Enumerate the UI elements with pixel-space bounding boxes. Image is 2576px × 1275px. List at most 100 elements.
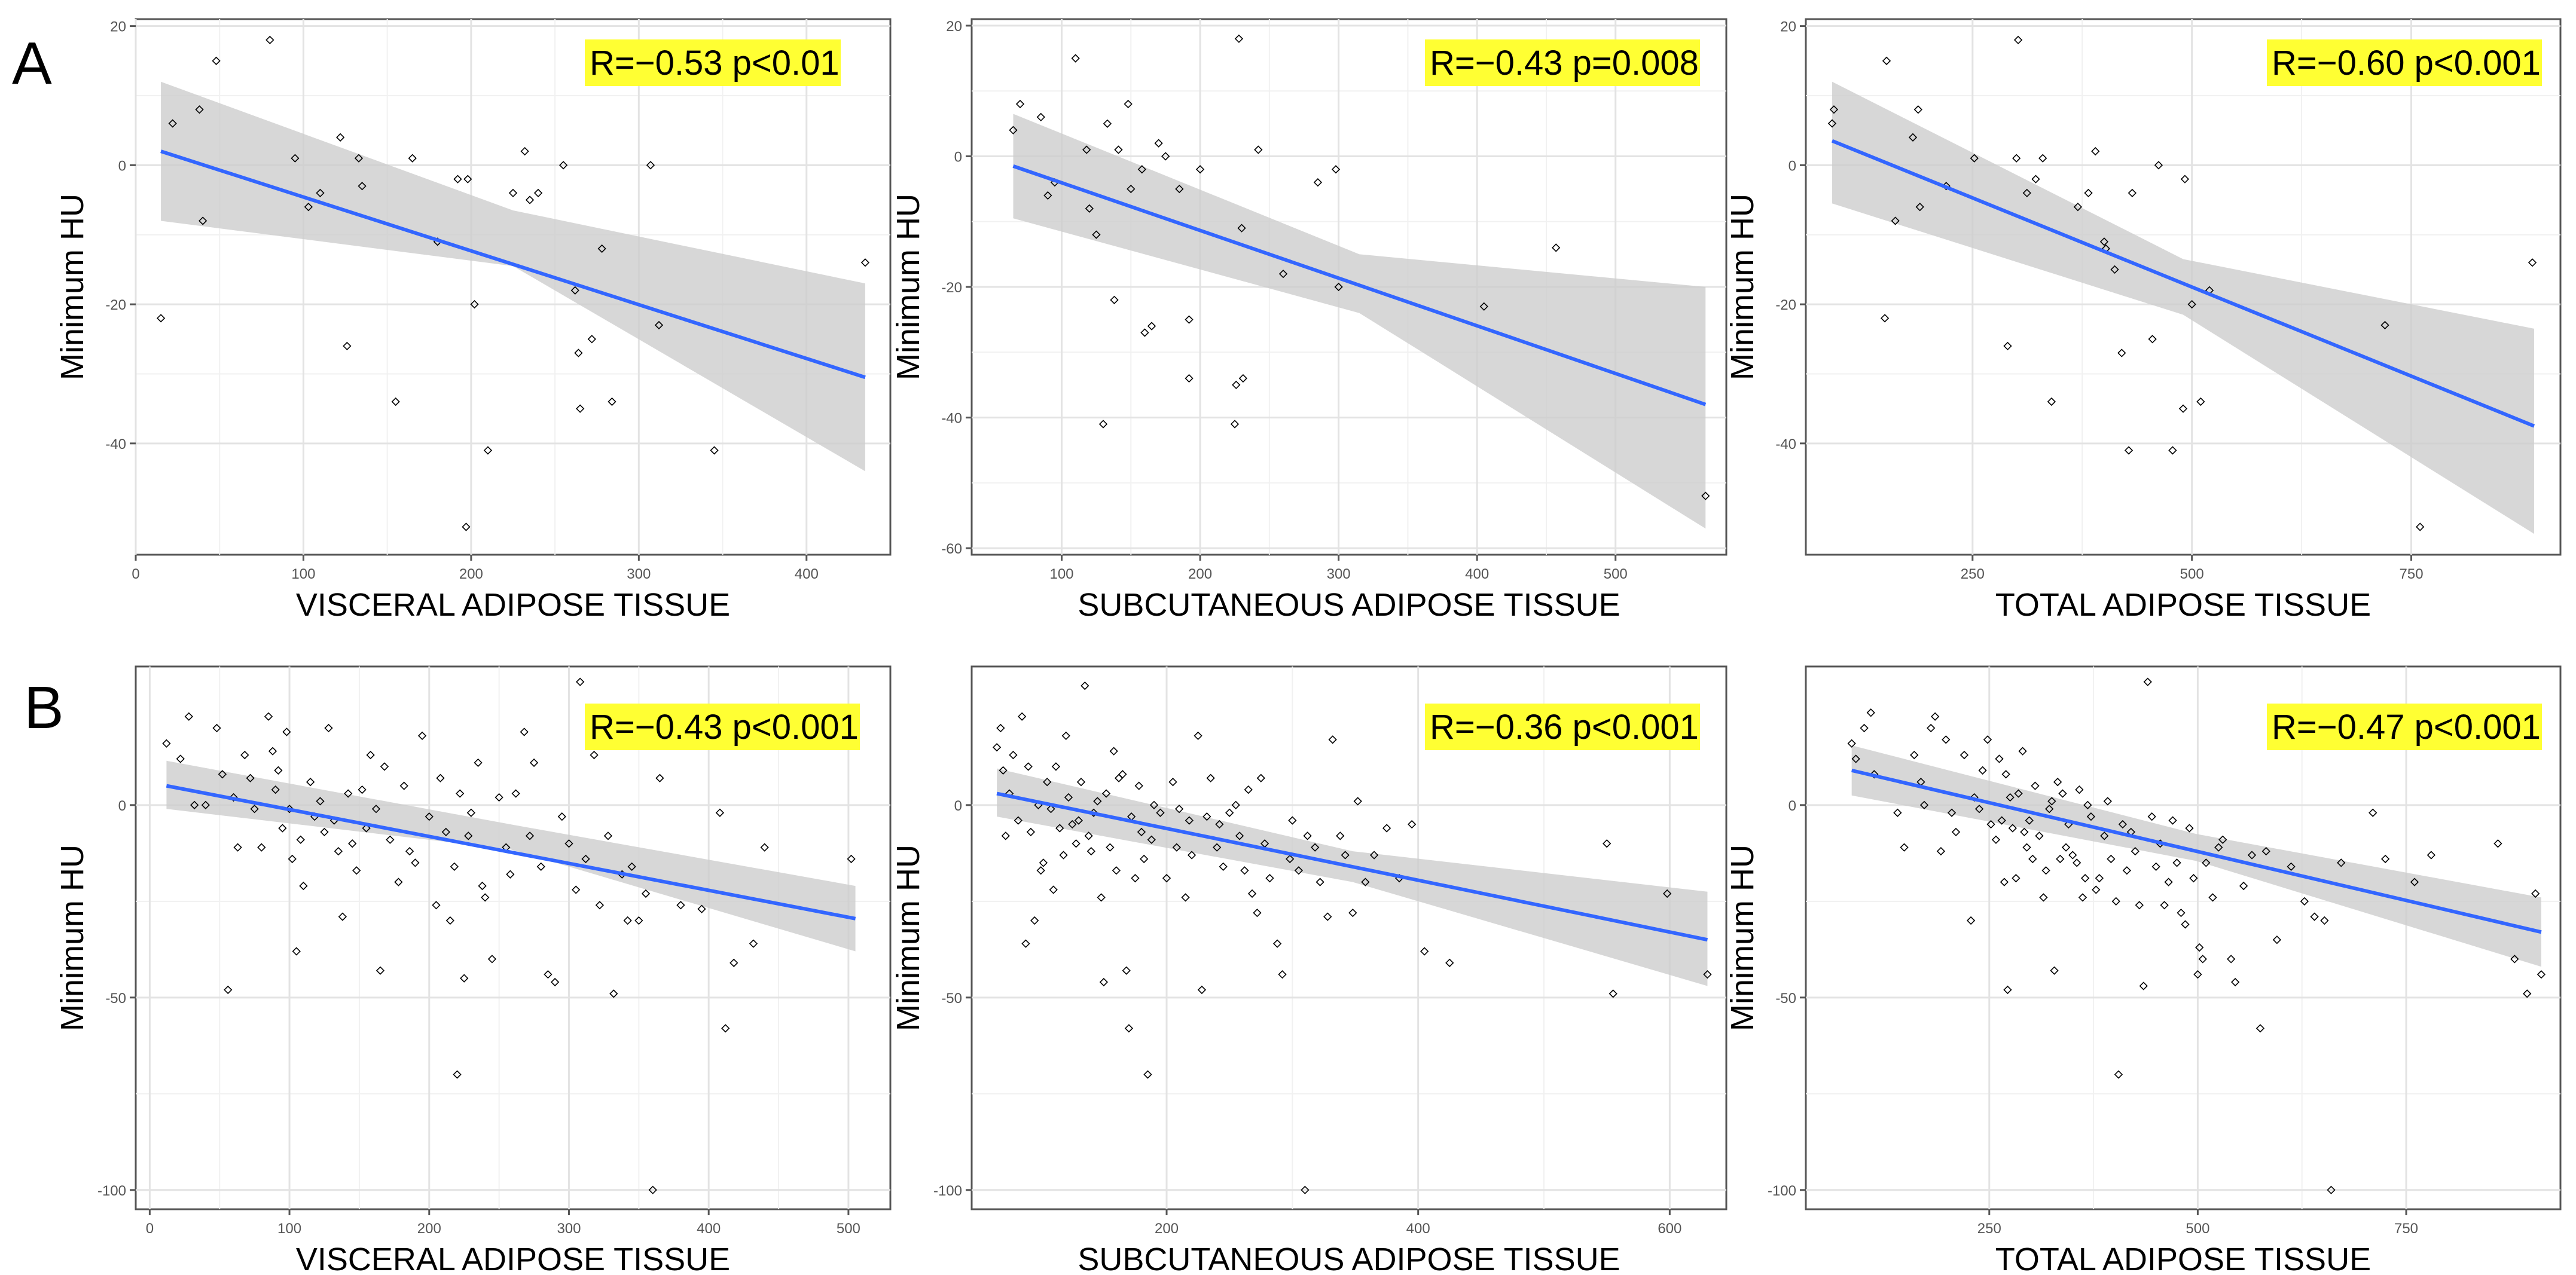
data-point bbox=[1021, 939, 1030, 948]
y-tick-label: -50 bbox=[105, 990, 126, 1007]
x-tick-label: 400 bbox=[697, 1221, 721, 1237]
data-point bbox=[2003, 341, 2012, 351]
data-point bbox=[371, 805, 381, 814]
data-point bbox=[2523, 989, 2532, 998]
data-point bbox=[1097, 893, 1106, 902]
data-point bbox=[2047, 797, 2056, 806]
data-point bbox=[1947, 808, 1957, 817]
data-point bbox=[2195, 943, 2204, 952]
x-tick-label: 500 bbox=[2186, 1221, 2209, 1237]
data-point bbox=[2227, 955, 2236, 964]
data-point bbox=[199, 216, 207, 225]
y-tick-label: 0 bbox=[954, 149, 962, 165]
data-point bbox=[1185, 816, 1194, 825]
data-point bbox=[292, 947, 301, 956]
data-point bbox=[2000, 877, 2009, 886]
data-point bbox=[2073, 858, 2081, 867]
data-point bbox=[156, 314, 166, 323]
data-point bbox=[609, 989, 618, 998]
stat-highlight bbox=[1425, 39, 1700, 86]
data-point bbox=[1187, 851, 1197, 860]
data-point bbox=[1099, 977, 1108, 987]
regression-line bbox=[1851, 768, 2542, 934]
confidence-band bbox=[1832, 81, 2534, 534]
data-point bbox=[2056, 854, 2065, 864]
data-point bbox=[1701, 491, 1710, 500]
data-point bbox=[697, 904, 706, 913]
data-point bbox=[2320, 916, 2329, 925]
data-point bbox=[432, 901, 441, 910]
data-point bbox=[1124, 1024, 1134, 1033]
x-axis-title: SUBCUTANEOUS ADIPOSE TISSUE bbox=[1078, 587, 1620, 623]
data-point bbox=[1552, 243, 1561, 252]
data-point bbox=[348, 839, 357, 848]
data-point bbox=[2193, 970, 2202, 979]
data-point bbox=[282, 727, 291, 736]
confidence-band bbox=[1013, 114, 1706, 529]
data-point bbox=[1936, 846, 1946, 856]
data-point bbox=[646, 161, 655, 170]
data-point bbox=[162, 739, 171, 748]
data-point bbox=[572, 885, 581, 894]
y-tick-label: 0 bbox=[118, 798, 126, 814]
y-tick-label: -20 bbox=[941, 280, 962, 296]
data-point bbox=[996, 723, 1005, 733]
data-point bbox=[176, 754, 185, 763]
x-tick-label: 100 bbox=[277, 1221, 301, 1237]
data-point bbox=[2187, 299, 2196, 309]
data-point bbox=[1014, 816, 1023, 825]
data-point bbox=[2083, 800, 2092, 809]
data-point bbox=[2177, 909, 2186, 918]
data-point bbox=[1927, 723, 1936, 733]
data-point bbox=[436, 773, 445, 782]
data-point bbox=[376, 966, 385, 975]
y-tick-label: 0 bbox=[954, 798, 962, 814]
data-point bbox=[2131, 846, 2139, 856]
data-point bbox=[336, 133, 345, 142]
x-tick-label: 750 bbox=[2394, 1221, 2418, 1237]
data-point bbox=[366, 750, 375, 760]
data-point bbox=[1061, 731, 1070, 741]
stat-annotation: R=−0.36 p<0.001 bbox=[1430, 708, 1699, 747]
data-point bbox=[1086, 846, 1095, 856]
data-point bbox=[2008, 824, 2017, 833]
data-point bbox=[1175, 184, 1184, 194]
data-point bbox=[1294, 866, 1304, 875]
data-point bbox=[478, 881, 487, 891]
data-point bbox=[1118, 770, 1127, 779]
data-point bbox=[1043, 191, 1052, 200]
data-point bbox=[417, 731, 427, 741]
data-point bbox=[2208, 893, 2217, 902]
data-point bbox=[2531, 889, 2540, 898]
data-point bbox=[574, 348, 583, 357]
data-point bbox=[2012, 874, 2020, 883]
data-point bbox=[508, 188, 518, 198]
data-point bbox=[408, 154, 417, 163]
data-point bbox=[2151, 862, 2160, 872]
data-point bbox=[2039, 893, 2048, 902]
plot-area bbox=[1805, 665, 2562, 1210]
data-point bbox=[2084, 188, 2093, 198]
data-point bbox=[450, 862, 459, 872]
data-point bbox=[1974, 805, 1984, 814]
y-tick-label: -50 bbox=[1775, 990, 1796, 1007]
data-point bbox=[2189, 874, 2198, 883]
x-tick-label: 400 bbox=[795, 566, 819, 582]
data-point bbox=[529, 758, 539, 768]
data-point bbox=[1966, 916, 1976, 925]
data-point bbox=[1149, 800, 1159, 809]
data-point bbox=[597, 244, 606, 253]
data-point bbox=[2006, 793, 2015, 802]
data-point bbox=[2003, 985, 2012, 995]
data-point bbox=[2261, 846, 2270, 856]
data-point bbox=[1910, 750, 1919, 760]
data-point bbox=[195, 105, 204, 114]
data-point bbox=[2239, 881, 2248, 891]
x-tick-label: 200 bbox=[1155, 1221, 1179, 1237]
stat-annotation: R=−0.43 p=0.008 bbox=[1430, 44, 1699, 82]
data-point bbox=[730, 958, 738, 967]
data-point bbox=[2416, 522, 2425, 531]
data-point bbox=[1194, 731, 1202, 741]
data-point bbox=[1114, 145, 1123, 154]
data-point bbox=[1323, 912, 1332, 921]
